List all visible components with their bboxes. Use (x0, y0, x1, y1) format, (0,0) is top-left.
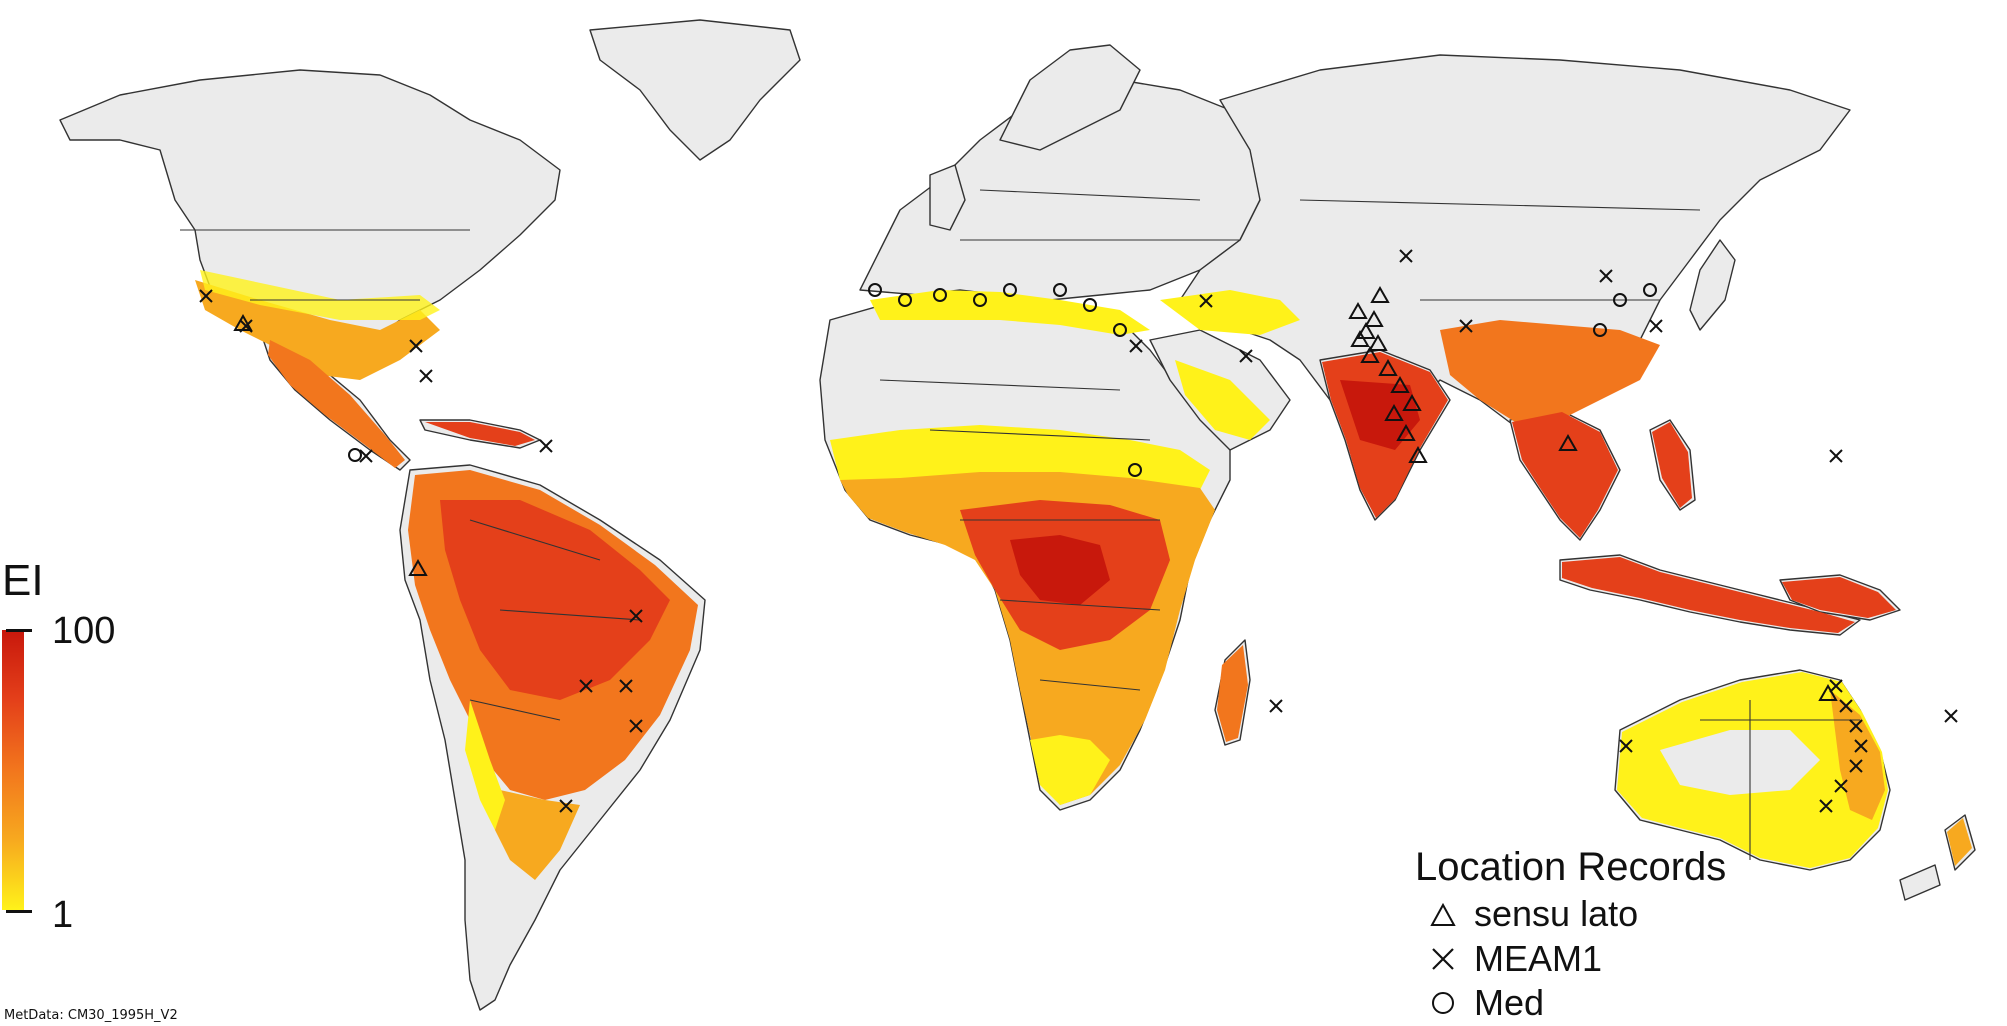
british-isles (929, 164, 966, 231)
colorscale-max-label: 100 (52, 610, 116, 652)
colorscale-min-label: 1 (52, 894, 74, 936)
legend-label: Med (1474, 982, 1545, 1023)
metadata-label: MetData: CM30_1995H_V2 (4, 1008, 178, 1023)
legend-title: Location Records (1415, 845, 1727, 889)
country-borders (180, 189, 1860, 860)
circle-icon (1432, 992, 1454, 1014)
colorbar-min-tick (6, 910, 32, 913)
legend-label: sensu lato (1474, 893, 1639, 934)
colorbar-max-tick (6, 629, 32, 632)
med-markers (348, 283, 1657, 477)
colorscale-title: EI (2, 556, 44, 605)
greenland (589, 19, 801, 161)
triangle-icon (1430, 902, 1456, 926)
sensu-lato-markers (233, 285, 1838, 701)
ei-colorbar (2, 630, 24, 910)
cross-icon (1432, 948, 1454, 970)
legend-label: MEAM1 (1474, 938, 1603, 979)
ei-suitability (195, 270, 1972, 880)
meam1-markers (199, 249, 1958, 813)
location-records (199, 249, 1958, 813)
japan (1689, 239, 1736, 331)
scandinavia (999, 44, 1141, 151)
